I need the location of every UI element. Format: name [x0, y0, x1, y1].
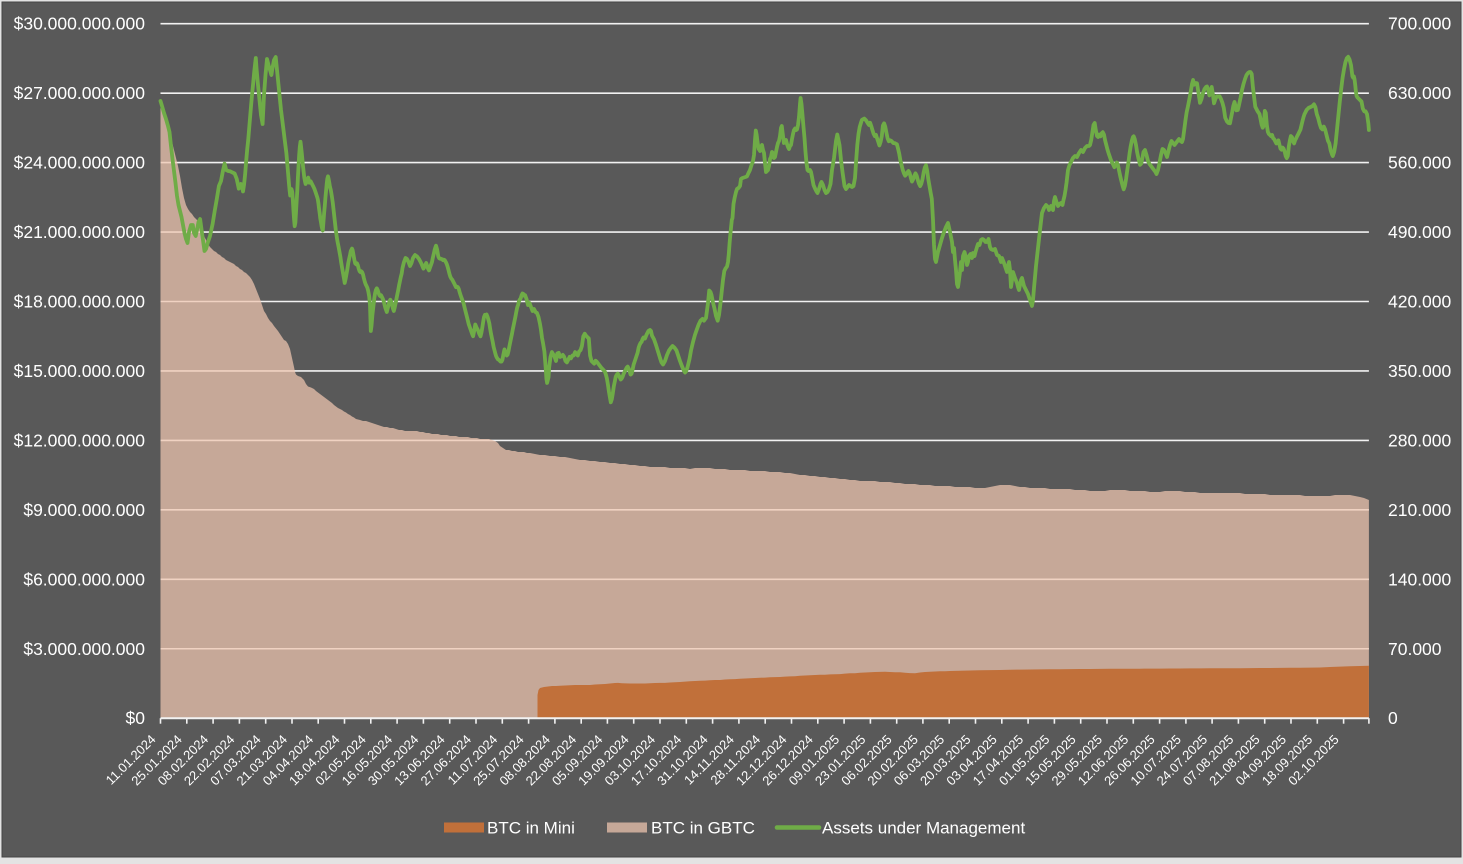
svg-text:700.000: 700.000 — [1388, 14, 1452, 34]
svg-text:Assets under Management: Assets under Management — [822, 819, 1025, 838]
svg-text:BTC in GBTC: BTC in GBTC — [651, 819, 755, 838]
svg-text:560.000: 560.000 — [1388, 153, 1452, 173]
svg-text:BTC in Mini: BTC in Mini — [487, 819, 575, 838]
svg-text:$9.000.000.000: $9.000.000.000 — [23, 500, 145, 520]
svg-text:$0: $0 — [126, 708, 146, 728]
svg-text:$24.000.000.000: $24.000.000.000 — [14, 153, 146, 173]
svg-text:210.000: 210.000 — [1388, 500, 1452, 520]
svg-text:$30.000.000.000: $30.000.000.000 — [14, 14, 146, 34]
svg-text:70.000: 70.000 — [1388, 639, 1442, 659]
svg-text:490.000: 490.000 — [1388, 222, 1452, 242]
svg-text:$15.000.000.000: $15.000.000.000 — [14, 361, 146, 381]
svg-text:420.000: 420.000 — [1388, 292, 1452, 312]
svg-text:$6.000.000.000: $6.000.000.000 — [23, 569, 145, 589]
svg-text:$27.000.000.000: $27.000.000.000 — [14, 83, 146, 103]
svg-text:$12.000.000.000: $12.000.000.000 — [14, 430, 146, 450]
svg-text:0: 0 — [1388, 708, 1398, 728]
svg-text:630.000: 630.000 — [1388, 83, 1452, 103]
svg-text:$21.000.000.000: $21.000.000.000 — [14, 222, 146, 242]
svg-text:$3.000.000.000: $3.000.000.000 — [23, 639, 145, 659]
svg-text:350.000: 350.000 — [1388, 361, 1452, 381]
svg-text:280.000: 280.000 — [1388, 430, 1452, 450]
svg-text:140.000: 140.000 — [1388, 569, 1452, 589]
svg-text:$18.000.000.000: $18.000.000.000 — [14, 292, 146, 312]
